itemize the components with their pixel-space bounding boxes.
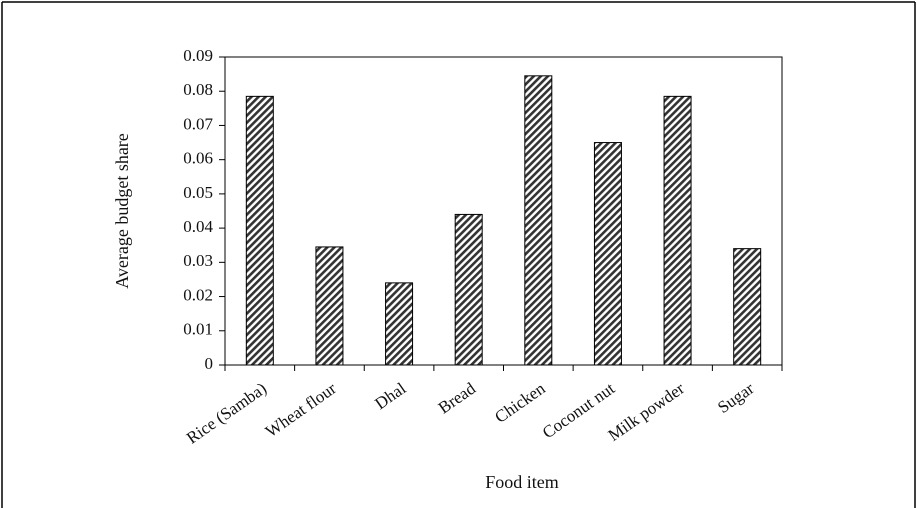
y-tick-label: 0.04	[183, 217, 213, 236]
bar-rice-samba	[245, 95, 274, 366]
y-tick-label: 0.07	[183, 114, 213, 133]
bar-chicken	[524, 75, 553, 366]
bar-coconut-nut	[593, 142, 622, 366]
bar-milk-powder	[663, 95, 692, 366]
x-category-label: Chicken	[491, 378, 549, 426]
y-tick-label: 0.08	[183, 80, 213, 99]
x-category-label: Milk powder	[605, 379, 689, 445]
x-category-label: Sugar	[714, 379, 758, 418]
category-labels: Rice (Samba)Wheat flour Dhal Bread ChickenC…	[183, 378, 758, 447]
y-tick-label: 0.01	[183, 320, 213, 339]
bar-dhal	[385, 282, 414, 366]
y-tick-label: 0.09	[183, 46, 213, 65]
y-axis-ticks: 0 0.01 0.02 0.03 0.04 0.05 0.06 0.07 0.08 0.09	[183, 46, 225, 373]
x-axis-ticks	[224, 365, 783, 371]
y-tick-label: 0.06	[183, 149, 213, 168]
x-category-label: Rice (Samba)	[183, 379, 270, 448]
x-category-label: Dhal	[371, 379, 409, 414]
y-tick-label: 0.02	[183, 285, 213, 304]
bar-wheat-flour	[315, 246, 344, 366]
plot-area	[224, 56, 783, 366]
y-tick-label: 0	[205, 354, 214, 373]
bar-bread	[454, 213, 483, 366]
bars-group	[245, 75, 762, 366]
y-tick-label: 0.03	[183, 251, 213, 270]
x-category-label: Bread	[435, 378, 480, 417]
x-axis-label: Food item	[485, 472, 559, 492]
x-category-label: Wheat flour	[262, 379, 340, 442]
y-axis-label: Average budget share	[112, 133, 132, 289]
y-tick-label: 0.05	[183, 183, 213, 202]
bar-sugar	[733, 248, 762, 366]
